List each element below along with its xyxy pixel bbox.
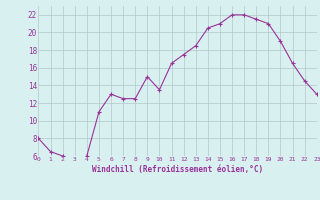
X-axis label: Windchill (Refroidissement éolien,°C): Windchill (Refroidissement éolien,°C) (92, 165, 263, 174)
